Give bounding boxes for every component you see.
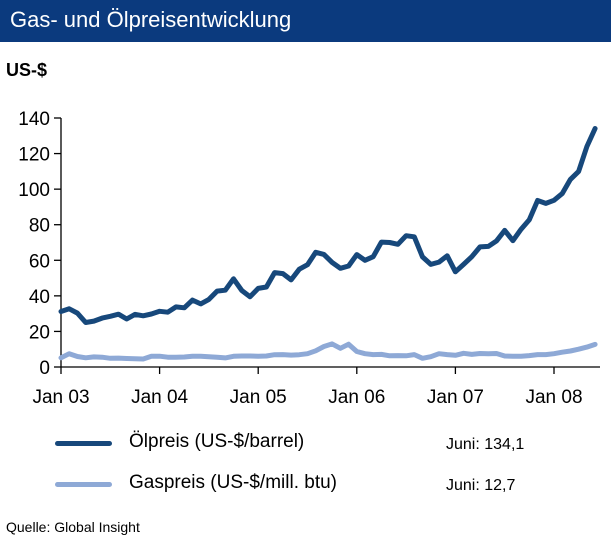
legend-item-oil: Ölpreis (US-$/barrel) [55,431,595,455]
x-tick-label: Jan 04 [131,387,188,408]
x-tick-label: Jan 05 [230,387,287,408]
y-tick-label: 140 [18,109,50,130]
y-tick-label: 80 [29,216,50,237]
y-tick-label: 40 [29,287,50,308]
x-tick-label: Jan 07 [427,387,484,408]
line-chart: 0 20 40 60 80 100 120 140 Jan 03 Jan 04 Jan 05 Jan … [18,109,600,408]
legend-swatch-oil [55,441,112,446]
series-line-gas [58,341,598,362]
x-tick-label: Jan 03 [32,387,89,408]
y-tick-label: 60 [29,251,50,272]
legend-label-oil: Ölpreis (US-$/barrel) [129,431,305,452]
y-axis-unit-label: US-$ [6,60,48,80]
title-bar: Gas- und Ölpreisentwicklung [0,0,611,42]
y-tick-label: 120 [18,145,50,166]
x-tick-label: Jan 06 [328,387,385,408]
legend-item-gas: Gaspreis (US-$/mill. btu) [55,472,595,496]
source-note: Quelle: Global Insight [6,519,140,535]
legend-swatch-gas [55,482,112,487]
legend-label-gas: Gaspreis (US-$/mill. btu) [129,472,337,493]
y-tick-label: 100 [18,180,50,201]
x-tick-label: Jan 08 [525,387,582,408]
y-tick-label: 20 [29,322,50,343]
series-line-oil [58,126,598,325]
page-title: Gas- und Ölpreisentwicklung [10,7,292,32]
y-tick-label: 0 [39,358,50,379]
legend-note-gas: Juni: 12,7 [446,477,516,494]
legend-note-oil: Juni: 134,1 [446,436,525,453]
